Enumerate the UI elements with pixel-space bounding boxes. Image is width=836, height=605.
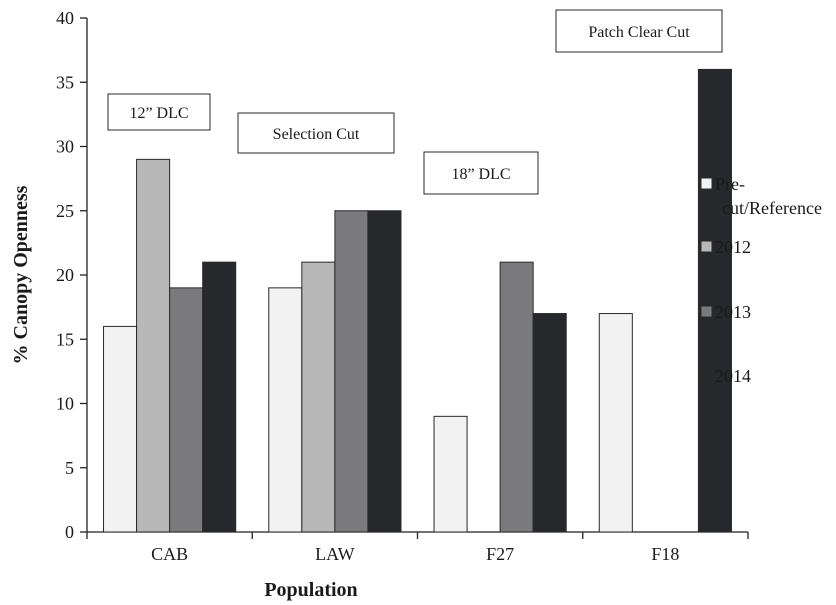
legend-swatch — [700, 240, 713, 253]
annotation-label: Patch Clear Cut — [588, 24, 690, 41]
x-tick-label: LAW — [315, 544, 355, 564]
chart-legend: Pre-cut/Reference 2012 2013 2014 — [700, 174, 822, 386]
x-tick-label: F27 — [486, 544, 514, 564]
legend-swatch — [700, 369, 713, 382]
bar — [169, 287, 204, 533]
legend-swatch — [700, 177, 713, 190]
legend-label: Pre- — [715, 174, 745, 194]
bar — [136, 158, 171, 533]
bar — [202, 261, 237, 533]
bar — [532, 313, 567, 533]
bar — [433, 415, 468, 533]
legend-label: 2014 — [715, 366, 751, 386]
bar — [499, 261, 534, 533]
y-tick-label: 5 — [65, 458, 74, 478]
y-tick-label: 15 — [56, 329, 74, 349]
annotation-box — [237, 112, 395, 154]
chart-axes: 0 5 10 15 20 25 30 35 40 CAB LAW F27 F18 — [56, 8, 749, 564]
legend-label: 2013 — [715, 302, 751, 322]
x-tick-label: F18 — [651, 544, 679, 564]
chart-bars — [103, 68, 732, 533]
y-tick-label: 35 — [56, 72, 74, 92]
x-tick-label: CAB — [151, 544, 188, 564]
y-tick-label: 30 — [56, 137, 74, 157]
y-tick-label: 0 — [65, 522, 74, 542]
chart-annotations: 12” DLC Selection Cut 18” DLC Patch Clear C… — [107, 9, 723, 195]
annotation-box — [555, 9, 723, 53]
y-axis-title: % Canopy Openness — [10, 185, 32, 364]
legend-swatch — [700, 305, 713, 318]
bar — [268, 287, 303, 533]
y-tick-label: 10 — [56, 394, 74, 414]
y-tick-label: 20 — [56, 265, 74, 285]
annotation-label: 12” DLC — [129, 105, 188, 122]
bar — [334, 210, 369, 533]
y-tick-label: 40 — [56, 8, 74, 28]
bar — [367, 210, 402, 533]
bar — [598, 313, 633, 533]
annotation-label: 18” DLC — [451, 166, 510, 183]
annotation-box — [107, 93, 211, 131]
y-tick-label: 25 — [56, 201, 74, 221]
legend-label: cut/Reference — [722, 198, 822, 218]
bar — [697, 68, 732, 533]
bar — [301, 261, 336, 533]
annotation-box — [423, 151, 539, 195]
legend-label: 2012 — [715, 237, 751, 257]
x-axis-title: Population — [264, 579, 357, 601]
annotation-label: Selection Cut — [273, 126, 360, 143]
bar — [103, 325, 138, 533]
